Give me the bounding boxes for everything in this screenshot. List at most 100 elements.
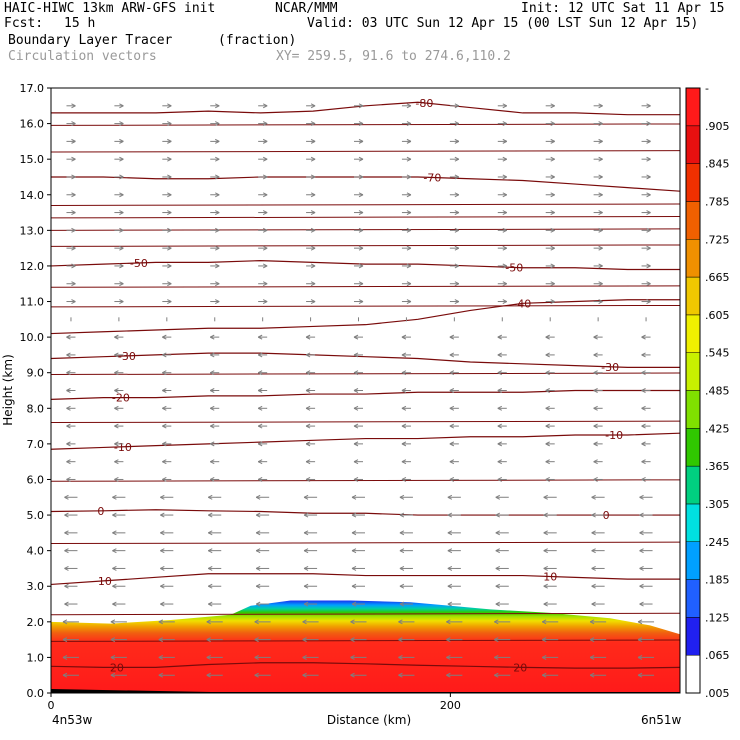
wind-vector	[258, 245, 268, 251]
wind-vector	[158, 672, 175, 678]
wind-vector	[354, 210, 364, 216]
vector-head	[66, 459, 71, 465]
wind-vector	[66, 405, 76, 411]
wind-vector	[110, 637, 127, 643]
vector-head	[502, 263, 508, 269]
wind-vector	[641, 334, 651, 340]
vector-head	[495, 601, 501, 607]
colorbar-label: .125	[705, 611, 730, 624]
vector-head	[591, 565, 596, 571]
wind-vector	[257, 352, 268, 358]
wind-vector	[258, 263, 268, 269]
vector-head	[406, 138, 412, 144]
wind-vector	[305, 477, 316, 482]
wind-vector	[641, 103, 651, 109]
wind-vector	[593, 459, 603, 465]
wind-vector	[258, 210, 268, 216]
wind-vector	[112, 565, 126, 571]
vector-head	[167, 227, 172, 233]
wind-vector	[158, 654, 175, 660]
vector-head	[310, 121, 316, 127]
model-title: HAIC-HIWC 13km ARW-GFS init	[4, 1, 216, 16]
vector-head	[545, 405, 550, 411]
contour--10	[50, 432, 681, 450]
vector-head	[637, 672, 643, 678]
wind-vector	[302, 654, 319, 660]
vector-head	[160, 565, 165, 571]
colorbar-swatch	[685, 428, 701, 467]
wind-vector	[110, 672, 127, 678]
wind-vector	[158, 637, 175, 643]
wind-vector	[210, 227, 220, 233]
wind-vector	[210, 121, 220, 127]
wind-vector	[160, 565, 174, 571]
wind-vector	[641, 299, 651, 304]
wind-vector	[303, 548, 318, 554]
wind-vector	[210, 192, 220, 198]
wind-vector	[114, 103, 124, 109]
wind-vector	[162, 459, 172, 465]
wind-vector	[449, 423, 459, 429]
vector-head	[398, 672, 403, 678]
vector-head	[71, 174, 76, 180]
vector-head	[254, 619, 259, 625]
vector-head	[401, 477, 407, 482]
vector-head	[71, 263, 76, 269]
vector-head	[449, 477, 455, 482]
wind-vector	[62, 672, 79, 678]
vector-head	[589, 637, 595, 643]
vector-head	[303, 512, 309, 518]
vector-head	[158, 637, 164, 643]
vector-head	[215, 174, 220, 180]
vector-head	[257, 370, 263, 376]
wind-vector	[641, 174, 651, 180]
wind-vector	[449, 174, 460, 180]
wind-vector	[257, 441, 268, 447]
vector-head	[112, 494, 117, 500]
contour--40	[50, 299, 680, 335]
vector-head	[254, 637, 259, 643]
vector-head	[114, 352, 119, 358]
vector-head	[495, 565, 501, 571]
colorbar-swatch	[685, 390, 701, 429]
contour--30	[50, 352, 680, 368]
wind-vector	[593, 299, 603, 304]
vector-head	[71, 245, 76, 251]
wind-vector	[114, 477, 124, 482]
vector-head	[255, 583, 261, 589]
vector-head	[310, 227, 316, 233]
vector-head	[545, 459, 550, 465]
wind-vector	[66, 245, 76, 251]
vector-head	[112, 601, 117, 607]
vector-head	[598, 103, 603, 109]
wind-vector	[494, 672, 511, 678]
vector-head	[112, 583, 117, 589]
vector-head	[62, 619, 68, 625]
wind-vector	[354, 121, 364, 127]
vector-head	[541, 654, 547, 660]
vector-head	[591, 548, 596, 554]
colorbar-label: .665	[705, 271, 730, 284]
wind-vector	[497, 138, 508, 144]
wind-vector	[66, 423, 76, 429]
wind-vector	[254, 637, 271, 643]
vector-head	[119, 138, 124, 144]
wind-vector	[591, 565, 605, 571]
wind-vector	[162, 210, 172, 216]
vector-head	[406, 121, 412, 127]
vector-head	[454, 174, 460, 180]
contour--50	[50, 260, 680, 271]
wind-vector	[401, 281, 412, 287]
vector-head	[167, 263, 172, 269]
wind-vector	[497, 370, 507, 376]
vector-head	[215, 103, 220, 109]
vector-head	[502, 156, 508, 162]
wind-vector	[162, 370, 172, 376]
colorbar-label: .005	[705, 687, 730, 700]
wind-vector	[66, 121, 76, 127]
wind-vector	[641, 441, 651, 447]
wind-vector	[545, 174, 555, 180]
wind-vector	[162, 441, 172, 447]
wind-vector	[447, 494, 461, 500]
vector-head	[66, 423, 71, 429]
